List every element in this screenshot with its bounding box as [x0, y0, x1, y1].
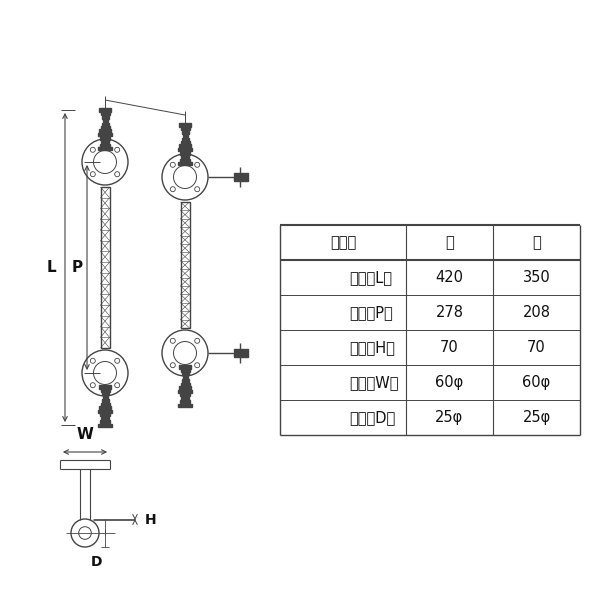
- Bar: [101, 399, 109, 402]
- Bar: [180, 400, 190, 403]
- Bar: [180, 158, 190, 161]
- Bar: [180, 151, 190, 154]
- Bar: [181, 202, 190, 328]
- Bar: [234, 349, 248, 357]
- Bar: [99, 129, 111, 133]
- Bar: [179, 144, 191, 148]
- Bar: [179, 385, 191, 389]
- Text: 350: 350: [523, 270, 550, 285]
- Text: 60φ: 60φ: [436, 375, 464, 390]
- Bar: [181, 155, 189, 158]
- Bar: [101, 126, 110, 129]
- Bar: [99, 108, 111, 112]
- Bar: [182, 137, 188, 140]
- Text: 小: 小: [532, 235, 541, 250]
- Text: 208: 208: [523, 305, 551, 320]
- Bar: [100, 143, 110, 146]
- Bar: [181, 368, 190, 371]
- Bar: [98, 147, 112, 150]
- Bar: [182, 372, 188, 375]
- Bar: [101, 115, 109, 118]
- Bar: [101, 187, 110, 348]
- Text: 278: 278: [436, 305, 464, 320]
- Text: サイズ: サイズ: [330, 235, 356, 250]
- Bar: [100, 420, 110, 423]
- Bar: [101, 389, 110, 391]
- Bar: [103, 395, 107, 398]
- Text: D: D: [91, 555, 103, 569]
- Text: 420: 420: [436, 270, 464, 285]
- Bar: [179, 364, 191, 368]
- Text: 大: 大: [445, 235, 454, 250]
- Bar: [98, 409, 112, 413]
- Text: 高サ（H）: 高サ（H）: [349, 340, 395, 355]
- Bar: [100, 136, 110, 139]
- Text: 25φ: 25φ: [436, 410, 464, 425]
- Bar: [101, 392, 109, 395]
- Bar: [100, 413, 110, 416]
- Bar: [101, 112, 110, 115]
- Text: H: H: [145, 512, 157, 527]
- Text: 25φ: 25φ: [523, 410, 551, 425]
- Bar: [182, 130, 188, 133]
- Bar: [181, 127, 190, 130]
- Bar: [103, 119, 107, 122]
- Text: W: W: [77, 427, 94, 442]
- Text: 全長（L）: 全長（L）: [349, 270, 392, 285]
- Text: P: P: [71, 260, 83, 275]
- Bar: [101, 140, 109, 143]
- Bar: [178, 148, 192, 151]
- Bar: [182, 376, 187, 379]
- Bar: [182, 134, 187, 137]
- Bar: [181, 141, 190, 144]
- Text: 足巾（P）: 足巾（P）: [349, 305, 393, 320]
- Bar: [182, 379, 188, 382]
- Bar: [178, 162, 192, 165]
- Bar: [101, 403, 110, 406]
- Bar: [181, 397, 189, 400]
- Bar: [179, 123, 191, 127]
- Text: 70: 70: [527, 340, 546, 355]
- Text: L: L: [46, 260, 56, 275]
- Bar: [234, 173, 248, 181]
- Bar: [178, 403, 192, 407]
- Bar: [98, 133, 112, 136]
- Bar: [99, 406, 111, 409]
- Text: 70: 70: [440, 340, 459, 355]
- Bar: [180, 393, 190, 396]
- Bar: [99, 385, 111, 389]
- Text: 径　（D）: 径 （D）: [349, 410, 395, 425]
- Bar: [101, 122, 109, 125]
- Bar: [98, 424, 112, 427]
- Text: 60φ: 60φ: [523, 375, 551, 390]
- Bar: [178, 389, 192, 392]
- Text: 座巾（W）: 座巾（W）: [349, 375, 398, 390]
- Bar: [101, 416, 109, 419]
- Bar: [181, 383, 190, 385]
